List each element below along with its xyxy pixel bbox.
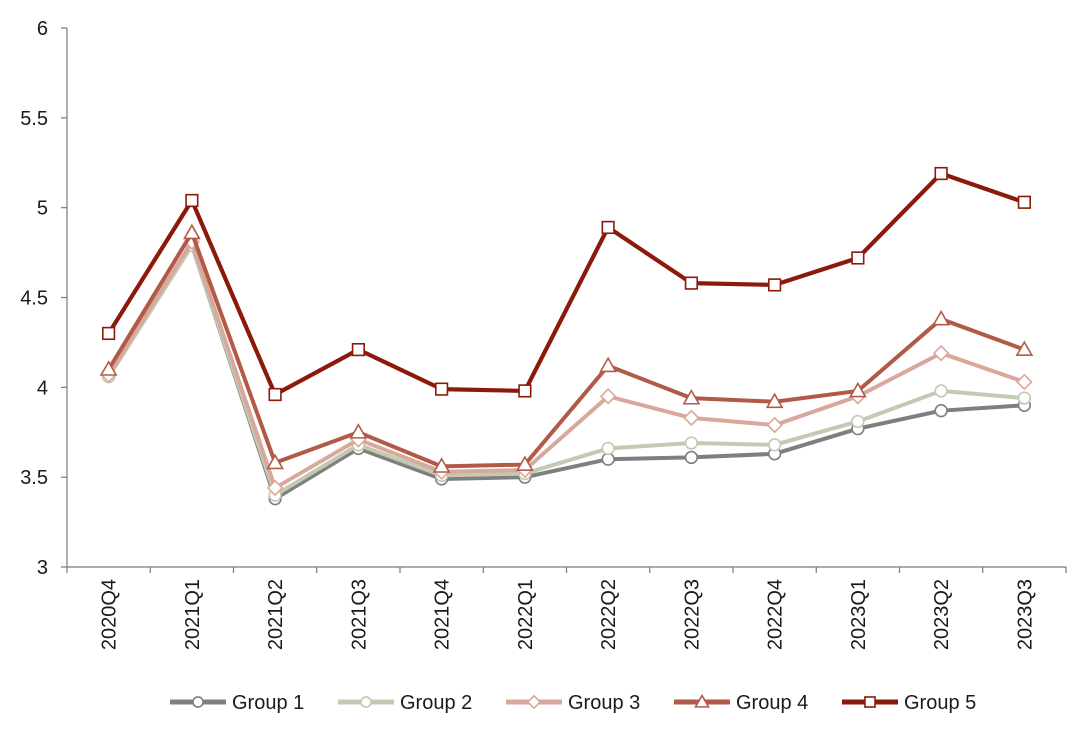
x-tick-label: 2023Q2 bbox=[931, 579, 953, 650]
series-group-5 bbox=[102, 166, 1031, 402]
x-tick-label: 2022Q4 bbox=[765, 579, 787, 650]
data-point-triangle bbox=[99, 360, 118, 376]
data-point-triangle bbox=[182, 223, 201, 240]
series-lines bbox=[99, 166, 1034, 506]
x-tick-label: 2022Q2 bbox=[598, 579, 620, 650]
legend-label: Group 5 bbox=[904, 692, 976, 714]
data-point-triangle bbox=[599, 356, 618, 373]
data-point-diamond bbox=[1016, 373, 1033, 391]
y-tick-label: 3.5 bbox=[20, 467, 48, 489]
y-tick-label: 6 bbox=[37, 18, 48, 40]
data-point-square bbox=[934, 166, 948, 181]
series-line bbox=[106, 230, 1026, 469]
y-tick-label: 4.5 bbox=[20, 288, 48, 310]
data-point-square bbox=[768, 278, 782, 292]
x-tick-label: 2021Q1 bbox=[182, 579, 204, 650]
data-point-square bbox=[435, 382, 449, 396]
data-point-circle bbox=[934, 404, 948, 418]
data-point-triangle bbox=[682, 389, 701, 405]
data-point-diamond bbox=[932, 344, 950, 362]
series-line bbox=[106, 171, 1026, 397]
y-tick-label: 3 bbox=[37, 557, 48, 579]
legend-label: Group 3 bbox=[568, 692, 640, 714]
data-point-square bbox=[864, 696, 876, 708]
data-point-square bbox=[601, 220, 615, 235]
data-point-circle bbox=[851, 414, 865, 429]
data-point-circle bbox=[601, 452, 615, 466]
data-point-triangle bbox=[1015, 340, 1034, 357]
data-point-diamond bbox=[599, 388, 617, 405]
legend-item: Group 4 bbox=[674, 692, 808, 714]
x-tick-label: 2021Q2 bbox=[265, 579, 287, 650]
data-point-triangle bbox=[932, 309, 951, 326]
y-tick-label: 4 bbox=[37, 377, 48, 399]
y-tick-label: 5 bbox=[37, 198, 48, 220]
legend-item: Group 3 bbox=[506, 692, 640, 714]
data-point-triangle bbox=[266, 453, 285, 470]
data-point-diamond bbox=[526, 694, 542, 710]
data-point-triangle bbox=[765, 392, 784, 409]
data-point-triangle bbox=[432, 457, 451, 473]
data-point-triangle bbox=[694, 693, 710, 708]
legend-label: Group 2 bbox=[400, 692, 472, 714]
data-point-square bbox=[684, 276, 698, 290]
data-point-circle bbox=[684, 450, 699, 465]
data-point-circle bbox=[360, 696, 372, 708]
legend-label: Group 1 bbox=[232, 692, 304, 714]
data-point-square bbox=[268, 387, 282, 402]
x-tick-label: 2021Q4 bbox=[432, 579, 454, 650]
series-line bbox=[106, 239, 1026, 490]
data-point-square bbox=[1017, 195, 1031, 209]
legend-item: Group 5 bbox=[842, 692, 976, 714]
x-tick-label: 2020Q4 bbox=[99, 579, 121, 650]
data-point-triangle bbox=[515, 455, 534, 472]
y-tick-label: 5.5 bbox=[20, 108, 48, 130]
data-point-triangle bbox=[848, 381, 867, 398]
legend-item: Group 1 bbox=[170, 692, 304, 714]
data-point-circle bbox=[767, 438, 782, 452]
data-point-circle bbox=[192, 696, 204, 708]
axes: 3 3.5 4 4.5 5 5.5 6 2020Q4 2021Q1 2021Q2 2021Q3 202… bbox=[20, 18, 1067, 650]
data-point-diamond bbox=[683, 409, 700, 427]
legend-label: Group 4 bbox=[736, 692, 808, 714]
data-point-circle bbox=[1017, 391, 1032, 405]
x-tick-label: 2023Q1 bbox=[848, 579, 870, 650]
data-point-square bbox=[851, 251, 865, 265]
legend-item: Group 2 bbox=[338, 692, 472, 714]
data-point-square bbox=[518, 384, 532, 398]
legend: Group 1 Group 2 Group 3 Group 4 Group 5 bbox=[170, 692, 976, 714]
data-point-triangle bbox=[349, 423, 368, 439]
data-point-diamond bbox=[266, 479, 284, 497]
data-point-circle bbox=[601, 441, 615, 456]
data-point-circle bbox=[934, 384, 948, 398]
data-point-diamond bbox=[766, 416, 783, 434]
data-point-square bbox=[185, 193, 199, 208]
data-point-square bbox=[351, 342, 365, 357]
x-tick-label: 2021Q3 bbox=[348, 579, 370, 650]
x-tick-label: 2023Q3 bbox=[1014, 579, 1036, 650]
x-tick-label: 2022Q1 bbox=[515, 579, 537, 650]
x-tick-label: 2022Q3 bbox=[681, 579, 703, 650]
series-line bbox=[106, 243, 1025, 498]
data-point-circle bbox=[684, 436, 699, 450]
series-group-4 bbox=[99, 223, 1034, 473]
data-point-square bbox=[102, 326, 116, 341]
